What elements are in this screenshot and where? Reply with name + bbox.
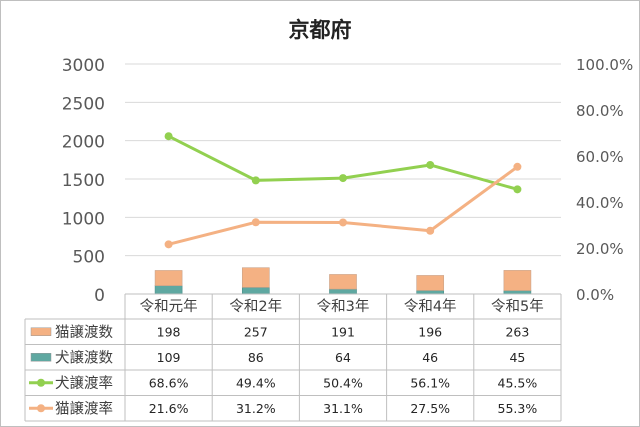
left-tick-label: 2500	[62, 94, 105, 114]
series-name: 犬譲渡数	[55, 349, 113, 366]
line-series	[164, 132, 522, 249]
bar-dog	[416, 290, 445, 295]
category-label: 令和3年	[317, 298, 370, 315]
category-label: 令和元年	[140, 298, 198, 315]
line-point	[426, 160, 435, 169]
table-value: 31.2%	[236, 401, 276, 416]
category-label: 令和4年	[404, 298, 457, 315]
gridlines	[125, 63, 561, 257]
right-tick-label: 80.0%	[576, 102, 624, 120]
left-tick-label: 1500	[62, 171, 105, 191]
table-value: 56.1%	[410, 375, 450, 390]
line-point	[251, 176, 260, 185]
table-value: 109	[157, 350, 181, 365]
category-label: 令和2年	[229, 298, 282, 315]
bar-dog	[154, 285, 183, 295]
table-value: 196	[418, 324, 442, 339]
category-label: 令和5年	[491, 298, 544, 315]
table-value: 46	[422, 350, 438, 365]
legend-key-bar	[30, 353, 52, 362]
table-value: 86	[248, 350, 264, 365]
right-tick-label: 40.0%	[576, 194, 624, 212]
bar-cat	[241, 267, 270, 288]
line-point	[339, 218, 347, 227]
bar-dog	[329, 288, 357, 295]
right-tick-label: 20.0%	[576, 240, 624, 258]
table-value: 21.6%	[149, 401, 189, 416]
left-tick-label: 500	[73, 248, 105, 268]
right-tick-label: 60.0%	[576, 148, 624, 166]
bar-dog	[241, 287, 270, 295]
table-value: 45.5%	[498, 375, 538, 390]
bar-series	[154, 267, 532, 295]
line-point	[164, 240, 173, 249]
left-tick-label: 0	[94, 286, 105, 306]
bar-cat	[416, 275, 445, 291]
legend-key-marker	[37, 404, 45, 413]
bar-cat	[503, 270, 532, 291]
table-value: 55.3%	[498, 401, 538, 416]
line-point	[339, 174, 347, 183]
line-point	[513, 185, 522, 194]
left-tick-label: 2000	[62, 133, 105, 153]
right-tick-label: 100.0%	[576, 56, 633, 74]
table-value: 50.4%	[323, 375, 363, 390]
bar-cat	[154, 270, 183, 286]
left-axis-ticks: 0 500 1000 1500 2000 2500 3000	[62, 56, 105, 306]
table-value: 257	[244, 324, 268, 339]
table-value: 27.5%	[410, 401, 450, 416]
table-value: 198	[157, 324, 181, 339]
chart-title: 京都府	[289, 18, 352, 42]
series-name: 猫譲渡数	[55, 324, 113, 341]
left-tick-label: 3000	[62, 56, 105, 76]
bar-cat	[329, 274, 357, 290]
legend-key-bar	[30, 327, 52, 336]
series-name: 犬譲渡率	[55, 375, 113, 392]
bar-dog	[503, 290, 532, 295]
table-value: 45	[509, 350, 525, 365]
table-value: 49.4%	[236, 375, 276, 390]
table-value: 64	[335, 350, 351, 365]
series-name: 猫譲渡率	[55, 400, 113, 417]
left-tick-label: 1000	[62, 209, 105, 229]
right-tick-label: 0.0%	[576, 286, 614, 304]
legend-key-marker	[37, 378, 45, 387]
line-point	[426, 226, 435, 235]
table-value: 68.6%	[149, 375, 189, 390]
right-axis-ticks: 0.0% 20.0% 40.0% 60.0% 80.0% 100.0%	[576, 56, 633, 304]
line-point	[251, 218, 260, 227]
table-value: 31.1%	[323, 401, 363, 416]
line-point	[164, 132, 173, 141]
table-value: 263	[505, 324, 529, 339]
line-point	[513, 162, 522, 171]
table-value: 191	[331, 324, 355, 339]
